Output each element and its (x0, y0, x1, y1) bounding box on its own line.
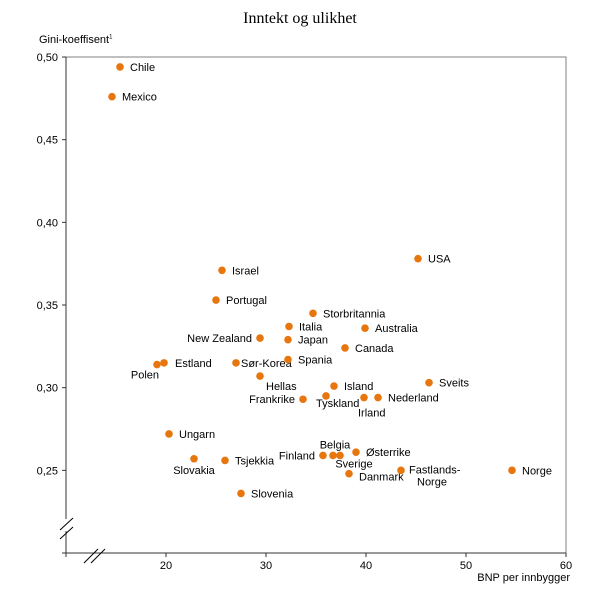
data-label: Island (344, 381, 373, 393)
data-label: Ungarn (179, 429, 215, 441)
data-label: Israel (232, 265, 259, 277)
data-point (256, 334, 264, 342)
data-label: Nederland (388, 393, 439, 405)
x-tick-label: 30 (260, 560, 272, 572)
data-point (285, 322, 293, 331)
data-label: Danmark (359, 472, 404, 484)
y-tick-label: 0,30 (37, 383, 58, 395)
data-label: Slovenia (251, 488, 294, 500)
data-label: Hellas (266, 381, 297, 393)
data-label: Mexico (122, 92, 157, 104)
data-label: Storbritannia (323, 308, 386, 320)
data-point (116, 63, 124, 71)
data-label: Slovakia (173, 465, 215, 477)
y-tick-label: 0,40 (37, 217, 58, 229)
data-point (414, 254, 422, 263)
data-point (299, 395, 307, 404)
data-point (237, 489, 245, 498)
y-axis-break (59, 517, 74, 540)
data-point (221, 456, 229, 465)
x-tick-label: 40 (360, 560, 372, 572)
data-point (322, 392, 330, 400)
data-point (352, 448, 360, 456)
data-label: Japan (298, 335, 328, 347)
data-point (190, 454, 198, 463)
plot-frame (65, 56, 567, 554)
data-point (160, 359, 168, 367)
data-label: Australia (375, 323, 419, 335)
data-label: Irland (358, 408, 386, 420)
x-axis-label: BNP per innbygger (477, 572, 570, 584)
data-label: Chile (130, 62, 155, 74)
data-label: USA (428, 254, 451, 266)
data-point (232, 359, 240, 367)
data-point (360, 393, 368, 402)
data-label: Sverige (335, 458, 372, 470)
data-label: Tyskland (316, 398, 359, 410)
data-label: Norge (522, 465, 552, 477)
y-tick-label: 0,25 (37, 465, 58, 477)
data-label: New Zealand (187, 333, 252, 345)
data-label: Canada (355, 343, 394, 355)
data-label: Sør-Korea (241, 358, 293, 370)
data-point (284, 355, 292, 364)
data-label: Østerrike (366, 447, 411, 459)
data-point (336, 451, 344, 460)
data-point (218, 266, 226, 275)
data-point (153, 360, 161, 369)
data-point (425, 378, 433, 387)
footnote-marker: 1 (109, 34, 113, 41)
data-point (108, 92, 116, 101)
data-label: Finland (279, 450, 315, 462)
data-label: Belgia (320, 439, 351, 451)
data-label: Spania (298, 355, 333, 367)
data-point (284, 335, 292, 344)
y-axis-label-text: Gini-koeffisent (39, 34, 110, 46)
x-tick-label: 20 (160, 560, 172, 572)
x-tick-label: 60 (560, 560, 572, 572)
data-point (508, 466, 516, 475)
data-label: Fastlands-Norge (409, 464, 461, 488)
y-tick-label: 0,50 (37, 52, 58, 64)
data-point (256, 372, 264, 380)
y-tick-label: 0,35 (37, 300, 58, 312)
chart-title: Inntekt og ulikhet (243, 10, 357, 27)
y-axis-label: Gini-koeffisent1 (39, 34, 112, 46)
y-tick-label: 0,45 (37, 135, 58, 147)
x-axis-break (83, 548, 106, 564)
x-tick-label: 50 (460, 560, 472, 572)
data-label: Estland (175, 358, 212, 370)
data-point (330, 382, 338, 390)
data-label: Sveits (439, 378, 469, 390)
data-point (361, 324, 369, 332)
data-label: Tsjekkia (235, 455, 275, 467)
data-point (341, 344, 349, 352)
data-point (329, 451, 337, 460)
data-point (212, 296, 220, 304)
data-label: Polen (131, 370, 159, 382)
data-point (345, 469, 353, 478)
data-point (374, 393, 382, 402)
data-label: Portugal (226, 295, 267, 307)
data-point (165, 430, 173, 438)
data-label: Italia (299, 321, 323, 333)
y-axis-break-gap (65, 519, 68, 531)
data-point (309, 309, 317, 318)
data-point (397, 466, 405, 475)
data-point (319, 451, 327, 460)
data-label: Frankrike (249, 394, 295, 406)
